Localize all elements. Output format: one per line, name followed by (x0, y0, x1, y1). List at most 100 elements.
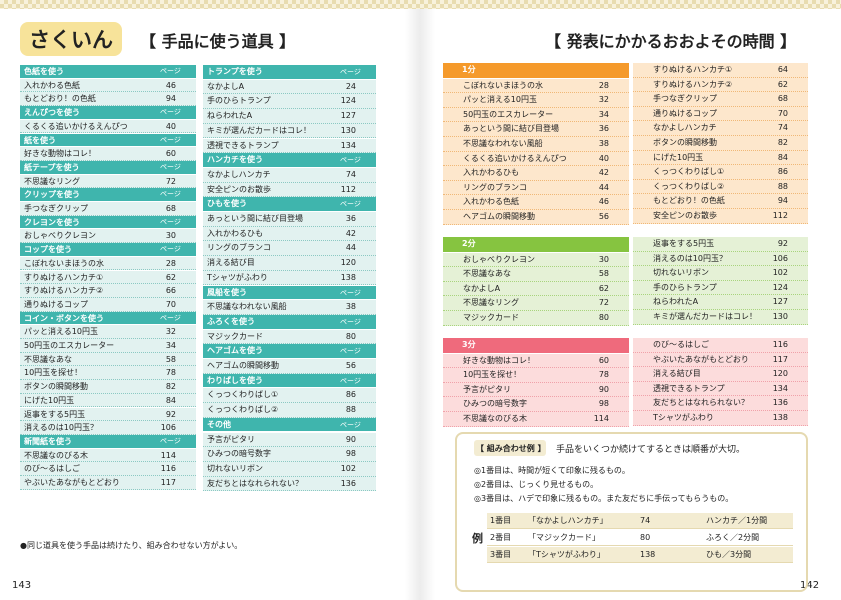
item-name: パッと消える10円玉 (24, 327, 98, 337)
item-name: 消える結び目 (653, 369, 701, 379)
item-page: 92 (165, 409, 176, 419)
top-pattern (0, 0, 841, 9)
time-row (633, 338, 808, 353)
group-heading: 紙テープを使う (24, 162, 80, 172)
item-name: やぶいたあながもとどおり (653, 354, 749, 364)
fold-shadow (405, 9, 435, 600)
index-row (20, 476, 196, 490)
time-row (633, 381, 808, 397)
item-page: 130 (340, 125, 356, 135)
index-row (203, 109, 376, 124)
example-trick: 「なかよしハンカチ」 (528, 516, 608, 525)
index-row (20, 174, 196, 189)
group-heading: その他 (207, 419, 231, 429)
item-page: 40 (598, 153, 609, 163)
example-lead: 手品をいくつか続けてするときは順番が大切。 (556, 445, 746, 455)
item-page: 114 (593, 414, 609, 423)
index-row (203, 79, 376, 95)
index-row (20, 393, 196, 408)
time-row (443, 397, 629, 412)
index-row (203, 212, 376, 227)
item-page: 88 (345, 405, 356, 415)
item-name: くっつくわりばし② (653, 181, 725, 191)
item-page: 124 (340, 96, 356, 106)
item-name: 50円玉のエスカレーター (24, 341, 115, 350)
index-row (203, 270, 376, 286)
example-tool-time: ふろく／2分間 (706, 533, 760, 542)
item-page: 34 (598, 109, 609, 119)
item-page: 86 (345, 390, 356, 400)
item-page: 36 (345, 214, 356, 223)
example-page: 80 (640, 533, 651, 542)
time-row (443, 166, 629, 181)
time-heading-bar (443, 237, 629, 252)
group-heading-bar (203, 285, 376, 300)
item-name: パッと消える10円玉 (463, 95, 537, 105)
group-heading-bar (20, 243, 196, 256)
group-heading: ヘアゴムを使う (207, 346, 263, 356)
group-heading: コイン・ボタンを使う (24, 313, 104, 323)
time-row (633, 121, 808, 136)
group-heading-bar (20, 65, 196, 78)
item-page: 82 (777, 138, 788, 147)
item-name: 不思議なのびる木 (463, 414, 527, 423)
index-row (203, 447, 376, 462)
item-name: 消える結び目 (207, 258, 255, 268)
time-row (443, 180, 629, 196)
time-row (443, 368, 629, 383)
group-heading: クレヨンを使う (24, 217, 80, 227)
index-row (203, 256, 376, 271)
item-page: 46 (165, 80, 176, 90)
item-page: 134 (340, 140, 356, 150)
time-row (443, 137, 629, 152)
item-name: 予言がピタリ (463, 384, 511, 394)
section-header: 【 発表にかかるおおよその時間 】 (545, 32, 797, 51)
index-row (203, 123, 376, 139)
title: さくいん (29, 28, 113, 52)
group-heading: ハンカチを使う (207, 155, 263, 165)
item-name: キミが選んだカードはコレ！ (207, 125, 311, 135)
index-row (203, 359, 376, 374)
group-heading: えんぴつを使う (24, 108, 80, 118)
index-row (20, 119, 196, 134)
item-page: 124 (772, 282, 788, 292)
item-name: 50円玉のエスカレーター (463, 109, 554, 119)
index-row (20, 284, 196, 298)
time-row (443, 267, 629, 282)
item-page: 72 (165, 176, 176, 186)
item-page: 138 (772, 413, 788, 422)
group-heading-bar (203, 373, 376, 388)
item-name: のび～るはしご (653, 340, 709, 349)
index-row (20, 339, 196, 353)
page-label: ページ (160, 313, 181, 322)
item-page: 68 (165, 204, 176, 213)
time-row (633, 165, 808, 180)
time-row (633, 150, 808, 166)
time-heading: 1分 (462, 65, 476, 74)
item-page: 80 (598, 313, 609, 322)
group-heading: トランプを使う (207, 67, 263, 76)
time-row (443, 195, 629, 210)
page-label: ページ (340, 317, 361, 326)
item-name: ねらわれたA (207, 111, 253, 121)
index-row (203, 388, 376, 404)
example-trick: 「Tシャツがふわり」 (528, 550, 605, 559)
item-name: 10円玉を探せ！ (463, 370, 522, 380)
time-row (443, 252, 629, 268)
time-row (443, 281, 629, 297)
item-page: 32 (165, 327, 176, 337)
time-row (633, 411, 808, 426)
item-page: 114 (160, 450, 176, 460)
example-label: 【 組み合わせ例 】 (476, 444, 546, 453)
example-box (455, 432, 808, 592)
time-row (633, 251, 808, 267)
item-page: 62 (165, 272, 176, 282)
time-heading: 3分 (462, 340, 476, 349)
item-page: 84 (777, 152, 788, 162)
example-point: ◎2番目は、じっくり見せるもの。 (474, 480, 599, 489)
time-row (443, 382, 629, 398)
index-row (203, 138, 376, 154)
item-page: 106 (160, 423, 176, 433)
index-row (20, 147, 196, 161)
index-row (20, 297, 196, 312)
